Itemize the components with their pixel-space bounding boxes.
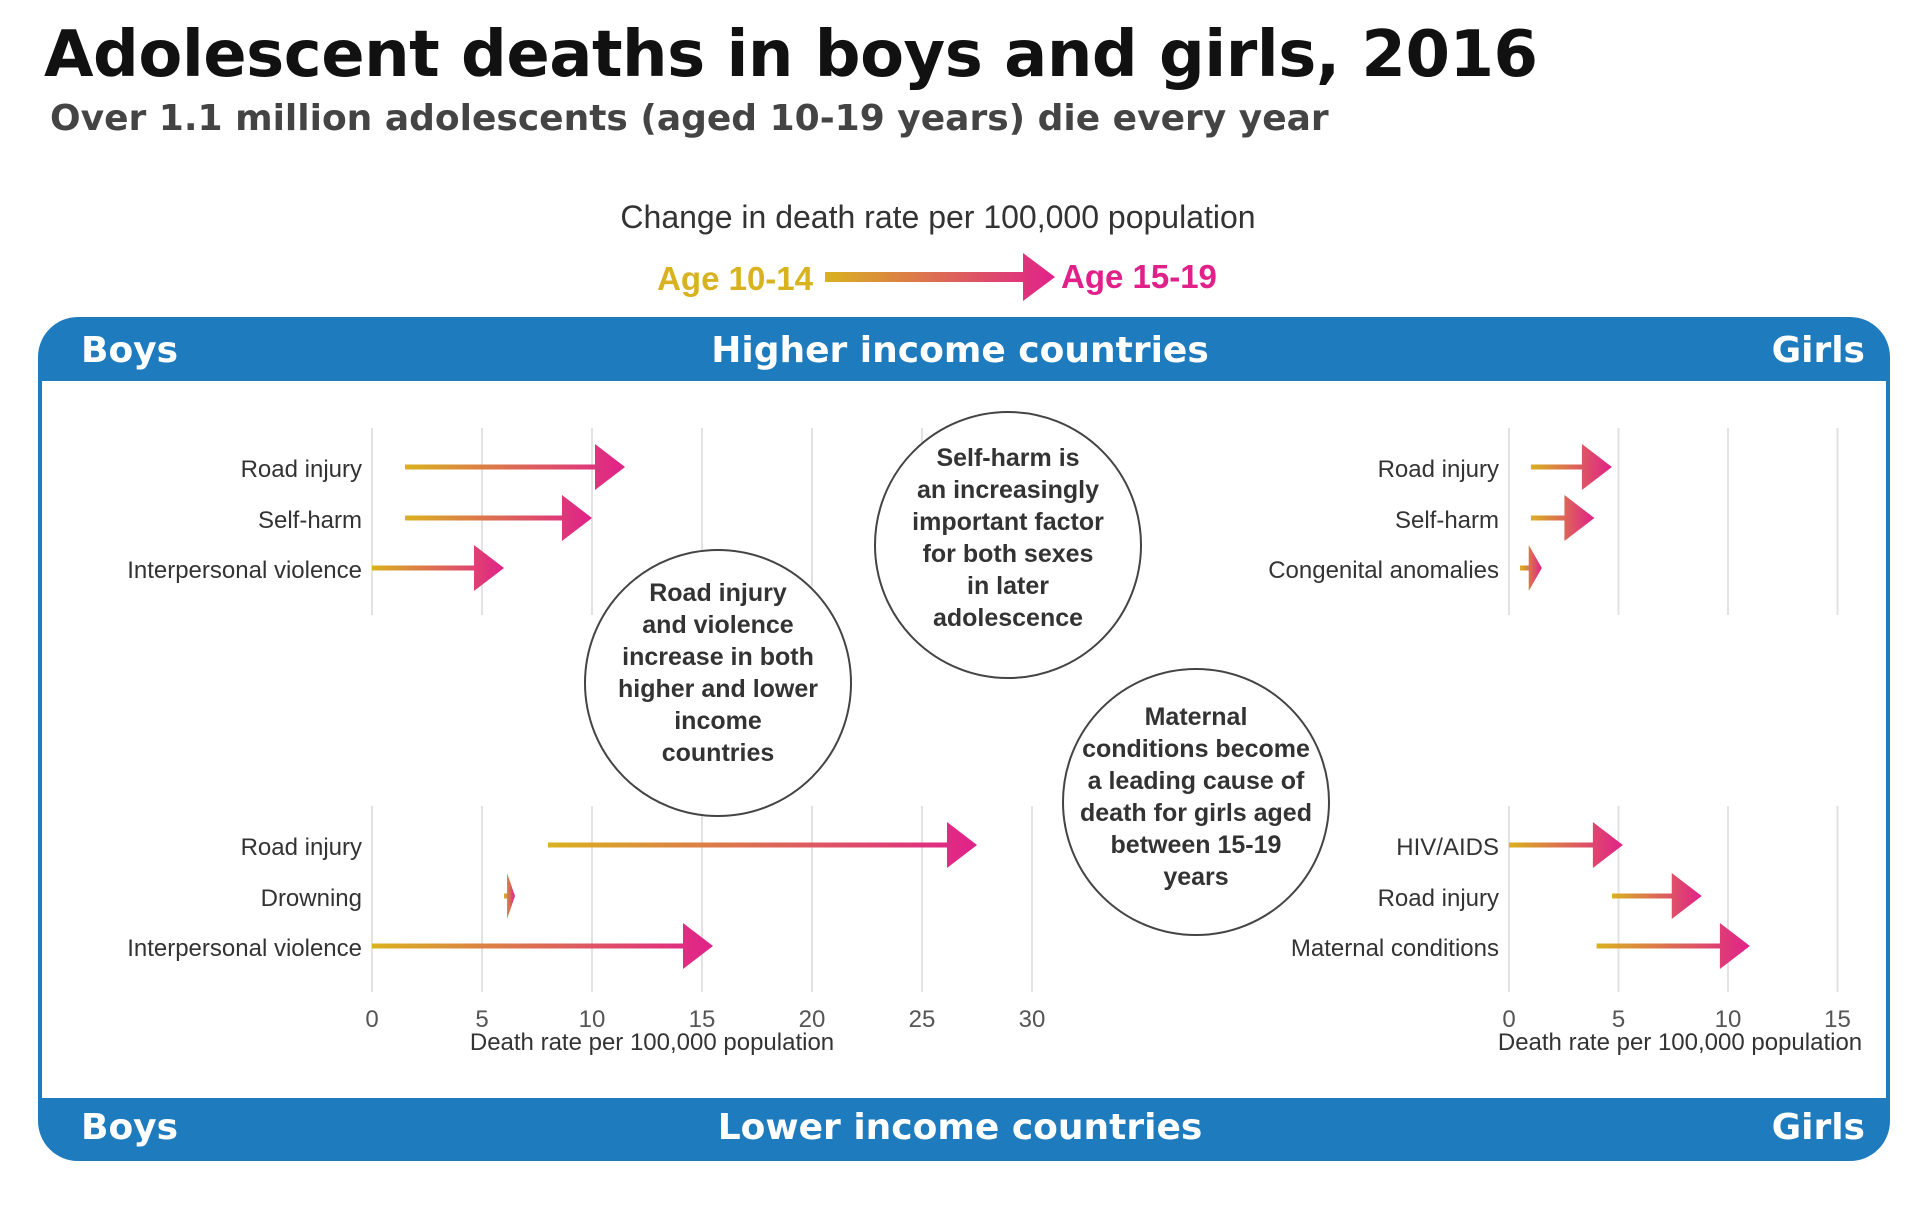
arrow-mark [1509, 822, 1623, 868]
callout-line: adolescence [933, 604, 1083, 632]
category-label: Self-harm [1395, 507, 1499, 534]
arrow-mark [372, 545, 504, 591]
callout-line: between 15-19 [1111, 831, 1282, 859]
panel-2: Road injury Drowning Interpersonal violenc… [127, 806, 1045, 1056]
x-axis-label: Death rate per 100,000 population [470, 1029, 834, 1056]
category-label: Maternal conditions [1291, 935, 1499, 962]
category-label: Road injury [1378, 885, 1499, 912]
category-label: Road injury [241, 834, 362, 861]
callout-line: Maternal [1145, 703, 1248, 731]
callout-line: important factor [912, 508, 1104, 536]
page-subtitle: Over 1.1 million adolescents (aged 10-19… [50, 98, 1329, 139]
callout-line: increase in both [622, 643, 814, 671]
tick-label: 5 [475, 1006, 488, 1033]
category-label: Self-harm [258, 507, 362, 534]
arrow-mark [504, 873, 515, 919]
legend-from-label: Age 10-14 [657, 260, 814, 297]
band-top-right-label: Girls [1771, 330, 1865, 371]
category-label: Interpersonal violence [127, 935, 362, 962]
arrow-mark [1530, 444, 1612, 490]
callout-self-harm: Self-harm is an increasingly important fac… [874, 411, 1142, 679]
category-label: Congenital anomalies [1268, 557, 1499, 584]
tick-label: 20 [799, 1006, 826, 1033]
tick-label: 0 [365, 1006, 378, 1033]
tick-label: 30 [1019, 1006, 1046, 1033]
category-label: Drowning [261, 885, 362, 912]
callout-line: Road injury [649, 579, 787, 607]
arrow-mark [548, 822, 977, 868]
category-label: Interpersonal violence [127, 557, 362, 584]
page-title: Adolescent deaths in boys and girls, 201… [44, 18, 1538, 92]
arrow-mark [372, 923, 713, 969]
arrow-mark [1611, 873, 1702, 919]
band-bottom-left-label: Boys [81, 1107, 179, 1148]
callout-line: years [1163, 863, 1228, 891]
band-bottom-right-label: Girls [1771, 1107, 1865, 1148]
callout-line: death for girls aged [1080, 799, 1312, 827]
arrow-mark [405, 444, 625, 490]
category-label: HIV/AIDS [1396, 834, 1499, 861]
band-top-left-label: Boys [81, 330, 179, 371]
callout-line: an increasingly [917, 476, 1099, 504]
tick-label: 5 [1612, 1006, 1625, 1033]
tick-label: 15 [1824, 1006, 1851, 1033]
callout-line: a leading cause of [1088, 767, 1305, 795]
callout-line: higher and lower [618, 675, 818, 703]
callout-line: Self-harm is [936, 444, 1079, 472]
tick-label: 10 [1715, 1006, 1742, 1033]
category-label: Road injury [1378, 456, 1499, 483]
arrow-mark [1519, 545, 1542, 591]
legend-arrow-shape [825, 253, 1055, 301]
panel-3: Road injury Self-harm Congenital anomalies [1268, 428, 1839, 615]
band-bottom-center-label: Lower income countries [717, 1107, 1203, 1148]
tick-label: 10 [579, 1006, 606, 1033]
panel-4: HIV/AIDS Road injury Maternal conditions 0 5… [1291, 806, 1862, 1056]
callout-line: income [674, 707, 762, 735]
tick-label: 25 [909, 1006, 936, 1033]
callout-line: for both sexes [923, 540, 1094, 568]
callout-line: in later [967, 572, 1049, 600]
category-label: Road injury [241, 456, 362, 483]
legend-to-label: Age 15-19 [1061, 258, 1217, 295]
callout-road-violence: Road injury and violence increase in both h… [584, 549, 852, 817]
callout-circle [874, 411, 1142, 679]
callout-circle [1062, 668, 1330, 936]
panel-1: Road injury Self-harm Interpersonal violen… [127, 428, 1033, 615]
callout-maternal: Maternal conditions become a leading cause… [1062, 668, 1330, 936]
band-top-center-label: Higher income countries [711, 330, 1209, 371]
arrow-mark [1530, 495, 1595, 541]
tick-label: 0 [1502, 1006, 1515, 1033]
callout-line: countries [662, 739, 775, 767]
callout-circle [584, 549, 852, 817]
tick-label: 15 [689, 1006, 716, 1033]
arrow-mark [1596, 923, 1750, 969]
callout-line: and violence [642, 611, 794, 639]
arrow-mark [405, 495, 592, 541]
legend-heading: Change in death rate per 100,000 populat… [620, 199, 1255, 235]
x-axis-label: Death rate per 100,000 population [1498, 1029, 1862, 1056]
callout-line: conditions become [1082, 735, 1310, 763]
legend-arrow [825, 253, 1055, 301]
